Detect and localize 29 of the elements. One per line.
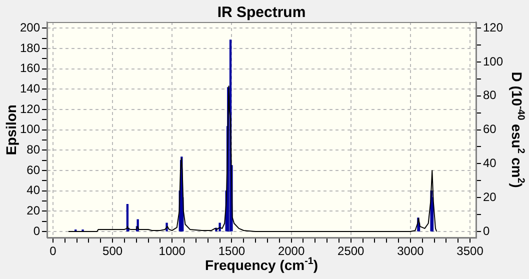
y-tick-label: 60: [26, 162, 40, 177]
x-tick-label: 1000: [158, 244, 186, 258]
y2-tick-label: 40: [482, 156, 497, 170]
y-tick-label: 160: [20, 61, 40, 76]
y2-axis-title: D (10-40 esu2 cm2): [509, 72, 526, 188]
x-tick-label: 3000: [397, 244, 424, 258]
y2-tick-label: 0: [482, 224, 490, 238]
y2-tick-label: 60: [482, 122, 497, 136]
y2-tick-label: 100: [482, 54, 504, 68]
x-tick-label: 3500: [456, 244, 484, 258]
y2-tick-label: 120: [482, 20, 504, 34]
x-tick-label: 500: [102, 244, 123, 258]
chart-title: IR Spectrum: [217, 4, 306, 22]
y-tick-label: 80: [26, 142, 40, 156]
y-tick-label: 180: [20, 40, 40, 55]
x-tick-label: 2000: [278, 244, 305, 258]
x-tick-label: 0: [50, 244, 57, 258]
y-tick-label: 200: [20, 20, 40, 34]
y-tick-label: 0: [33, 224, 40, 238]
y-tick-label: 20: [26, 203, 40, 218]
y2-tick-label: 20: [482, 190, 497, 204]
x-tick-label: 1500: [218, 244, 246, 258]
y-tick-label: 140: [20, 81, 40, 96]
x-tick-label: 2500: [338, 244, 365, 258]
y2-tick-label: 80: [482, 88, 497, 102]
y-tick-label: 40: [26, 183, 40, 198]
y-tick-label: 100: [20, 122, 40, 136]
y-axis-title: Epsilon: [2, 104, 19, 156]
y-tick-label: 120: [20, 102, 40, 116]
